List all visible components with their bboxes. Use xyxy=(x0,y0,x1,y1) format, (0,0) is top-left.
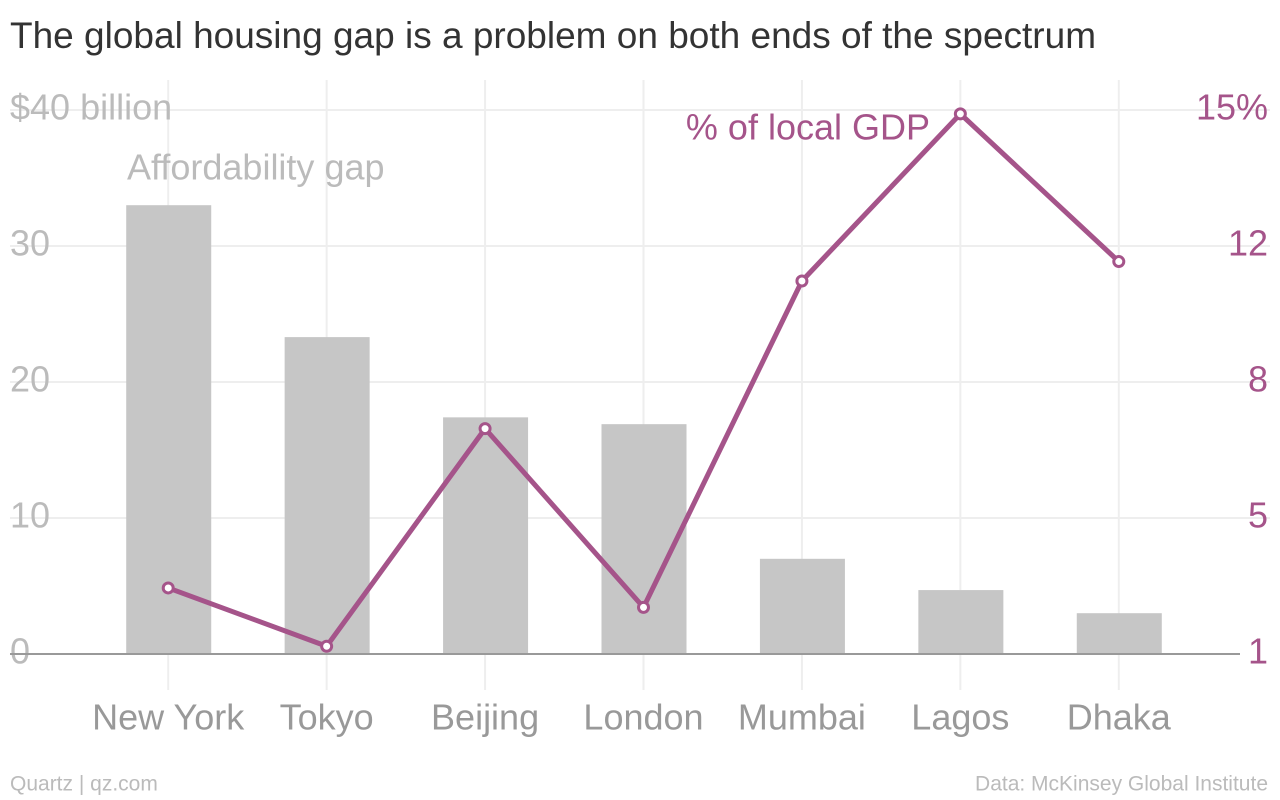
y-tick-label: 30 xyxy=(10,223,50,264)
line-point xyxy=(637,600,650,614)
bar xyxy=(126,205,212,654)
x-tick-label: Mumbai xyxy=(738,697,866,738)
y-tick-label: 10 xyxy=(10,495,50,536)
x-tick-label: Tokyo xyxy=(280,697,374,738)
y2-tick-label: 12 xyxy=(1228,223,1268,264)
bar xyxy=(284,337,370,654)
bar xyxy=(1076,613,1162,654)
line-point xyxy=(1112,255,1126,269)
line-point xyxy=(478,422,492,436)
bar xyxy=(918,590,1004,654)
bar xyxy=(601,424,687,654)
bar xyxy=(759,558,845,654)
source: Data: McKinsey Global Institute xyxy=(975,773,1268,796)
x-tick-label: Lagos xyxy=(911,697,1009,738)
line-point xyxy=(795,274,809,288)
series-label: Affordability gap xyxy=(127,147,385,188)
chart-title: The global housing gap is a problem on b… xyxy=(10,15,1096,56)
y-tick-label: 20 xyxy=(10,359,50,400)
y2-tick-label: 5 xyxy=(1248,495,1268,536)
credit: Quartz | qz.com xyxy=(10,773,158,796)
y2-tick-label: 8 xyxy=(1248,359,1268,400)
line-point xyxy=(320,639,334,653)
x-tick-label: London xyxy=(583,697,703,738)
y-tick-label: 0 xyxy=(10,631,30,672)
x-tick-label: Dhaka xyxy=(1067,697,1172,738)
x-tick-label: New York xyxy=(92,697,245,738)
series-label: % of local GDP xyxy=(686,107,930,148)
y2-tick-label: 1 xyxy=(1248,631,1268,672)
line-point xyxy=(953,107,967,121)
bar xyxy=(443,417,529,654)
line-point xyxy=(161,581,175,595)
y-tick-label: $40 billion xyxy=(10,87,172,128)
y2-tick-label: 15% xyxy=(1196,87,1268,128)
x-tick-label: Beijing xyxy=(431,697,539,738)
